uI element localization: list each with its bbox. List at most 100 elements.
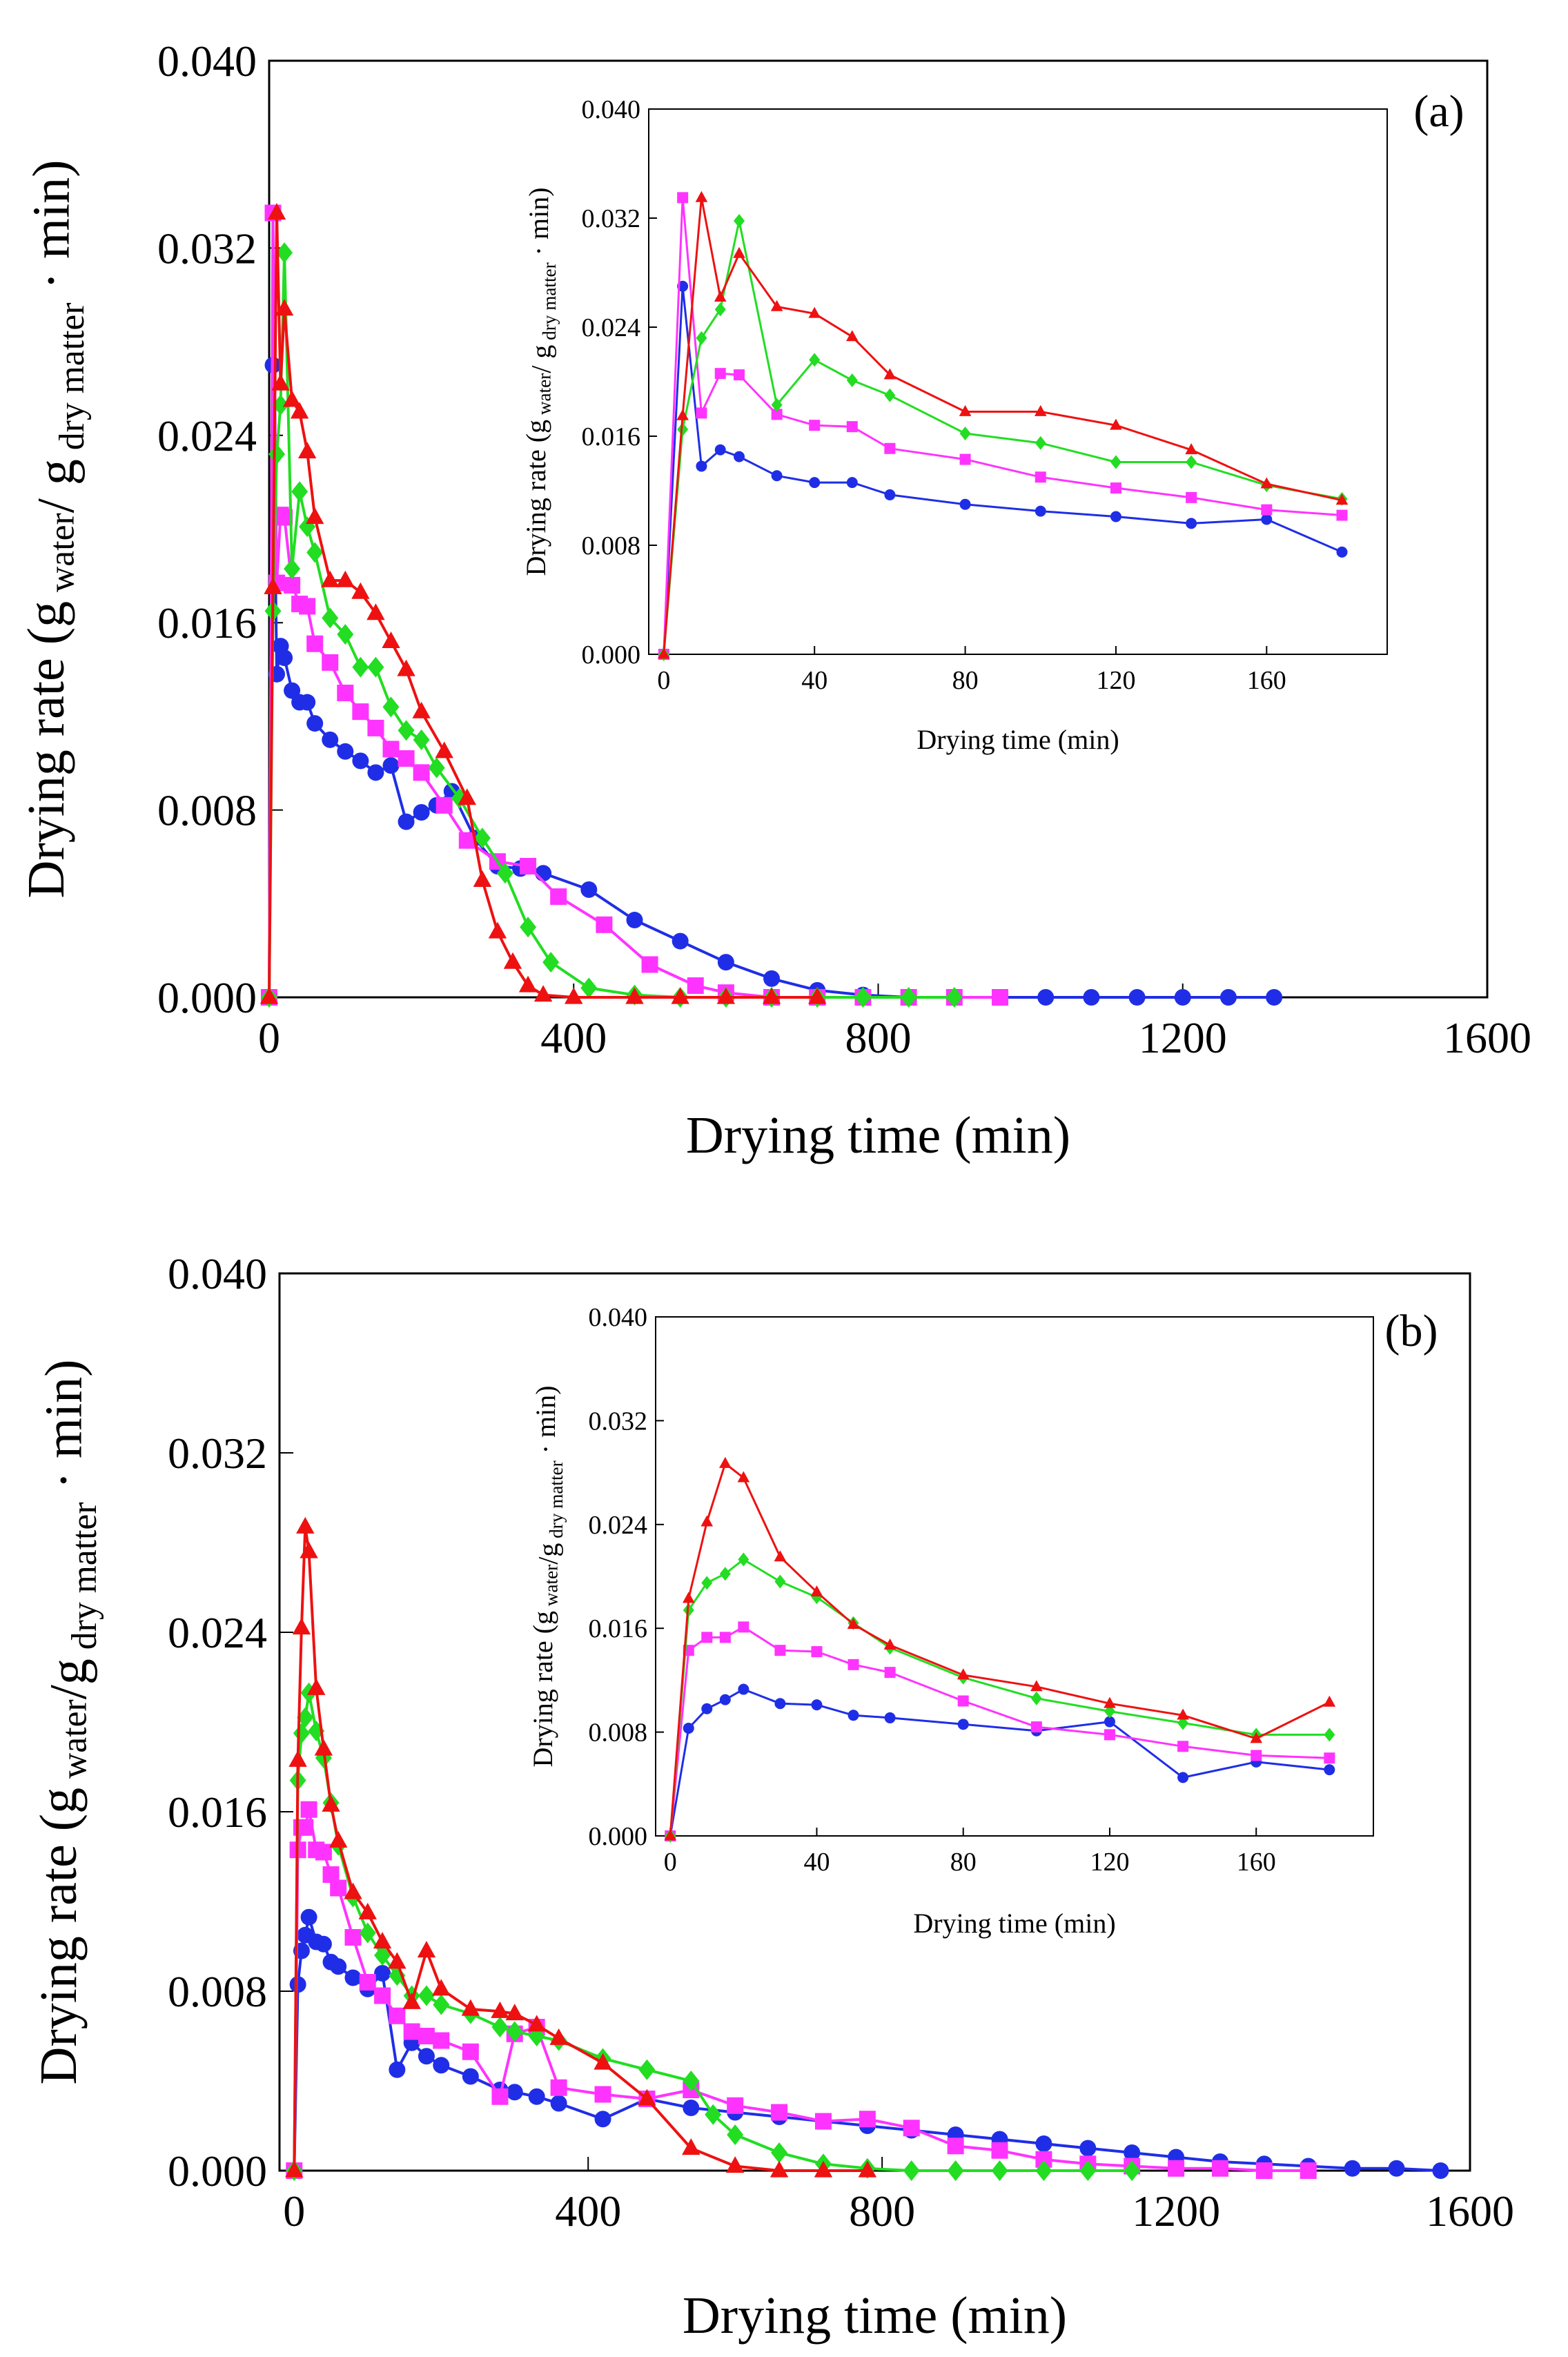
data-point-magenta (315, 1843, 332, 1861)
data-point-red (322, 1794, 340, 1812)
data-point-red (725, 2156, 745, 2173)
data-point-red (664, 1829, 677, 1841)
data-point-blue (462, 2068, 479, 2085)
data-point-magenta (398, 750, 415, 767)
data-point-magenta (344, 1929, 362, 1946)
data-point-magenta (738, 1621, 749, 1633)
y-axis-label-main: Drying rate (g (17, 601, 75, 899)
data-point-magenta (1104, 1729, 1115, 1741)
data-point-red (473, 870, 492, 887)
data-point-magenta (811, 1646, 823, 1658)
data-point-red (594, 2053, 612, 2070)
data-point-blue (1186, 518, 1197, 529)
data-point-red (300, 1541, 318, 1558)
y-tick-label: 0.000 (168, 2146, 267, 2195)
data-point-blue (701, 1703, 713, 1714)
data-point-blue (1110, 511, 1121, 522)
data-point-blue (696, 460, 707, 472)
data-point-green (947, 2160, 964, 2181)
data-point-blue (846, 477, 858, 489)
y-axis-label-main: Drying rate (g (527, 1611, 558, 1768)
data-point-magenta (300, 1801, 317, 1818)
data-point-blue (382, 757, 400, 774)
data-point-blue (959, 498, 971, 510)
data-point-green (705, 2104, 722, 2125)
data-point-green (1030, 1691, 1042, 1705)
data-point-blue (1432, 2162, 1449, 2179)
data-point-magenta (418, 2028, 435, 2044)
data-point-blue (683, 2100, 700, 2116)
data-point-blue (714, 444, 726, 456)
y-tick-label: 0.032 (168, 1429, 267, 1478)
data-point-blue (626, 912, 643, 929)
data-point-green (291, 481, 308, 502)
data-point-blue (771, 470, 783, 482)
y-tick-label: 0.016 (168, 1788, 267, 1837)
inset-background (649, 109, 1387, 654)
data-point-blue (847, 1710, 859, 1721)
y-tick-label: 0.000 (157, 973, 257, 1022)
data-point-red (505, 2004, 524, 2021)
data-point-red (417, 1941, 436, 1958)
data-point-blue (738, 1683, 749, 1695)
data-point-magenta (687, 977, 704, 995)
data-point-blue (418, 2048, 435, 2065)
data-point-magenta (550, 888, 567, 906)
y-axis-label: Drying rate (g water/g dry matter · min) (30, 1360, 104, 2085)
data-point-red (638, 2089, 656, 2106)
data-point-magenta (359, 1974, 376, 1991)
x-axis-label: Drying time (min) (686, 1106, 1070, 1164)
plot-frame (648, 108, 1388, 655)
data-point-blue (1388, 2160, 1405, 2177)
data-point-green (268, 443, 286, 464)
data-point-magenta (1110, 482, 1121, 494)
data-point-green (991, 2160, 1008, 2181)
data-point-green (491, 2017, 509, 2037)
y-axis-label: Drying rate (g water/ g dry matter · min… (17, 160, 92, 899)
data-point-magenta (846, 421, 858, 433)
data-point-green (683, 2071, 700, 2091)
data-point-red (458, 788, 477, 805)
x-tick-label: 400 (555, 2187, 621, 2236)
data-point-red (288, 1750, 307, 1767)
data-point-green (428, 757, 445, 779)
data-point-red (1323, 1695, 1336, 1707)
data-point-green (306, 542, 324, 563)
y-tick-label: 0.024 (589, 1511, 648, 1540)
data-point-red (329, 1830, 348, 1848)
data-point-green (272, 394, 289, 415)
data-point-blue (1035, 2135, 1052, 2152)
data-point-red (737, 1471, 750, 1483)
data-point-magenta (352, 703, 369, 721)
data-point-red (845, 330, 859, 342)
data-point-red (625, 987, 644, 1004)
data-point-magenta (1168, 2160, 1185, 2177)
data-point-green (846, 373, 858, 388)
data-point-red (373, 1932, 392, 1949)
data-point-magenta (337, 684, 354, 701)
data-point-red (695, 190, 708, 202)
data-point-red (700, 1515, 714, 1527)
data-point-magenta (1255, 2162, 1273, 2179)
y-axis-label-tail: · min) (530, 1385, 561, 1454)
data-point-red (883, 368, 896, 380)
x-tick-label: 800 (845, 1013, 912, 1062)
data-point-green (359, 1922, 376, 1944)
data-point-green (701, 1576, 713, 1590)
data-point-red (285, 2160, 304, 2178)
data-point-magenta (1336, 509, 1348, 521)
data-point-red (344, 1882, 362, 1899)
data-point-blue (1174, 989, 1191, 1006)
data-point-green (945, 987, 963, 1008)
y-axis-label-gap (523, 255, 554, 262)
data-point-blue (594, 2111, 611, 2128)
data-point-red (733, 246, 745, 258)
data-point-green (1110, 455, 1121, 469)
data-point-magenta (374, 1987, 391, 2004)
x-axis-label: Drying time (min) (917, 724, 1119, 755)
data-point-magenta (719, 1632, 731, 1643)
data-point-blue (276, 649, 293, 667)
data-point-blue (330, 1958, 347, 1975)
data-point-green (714, 302, 726, 317)
data-point-red (814, 2160, 833, 2178)
